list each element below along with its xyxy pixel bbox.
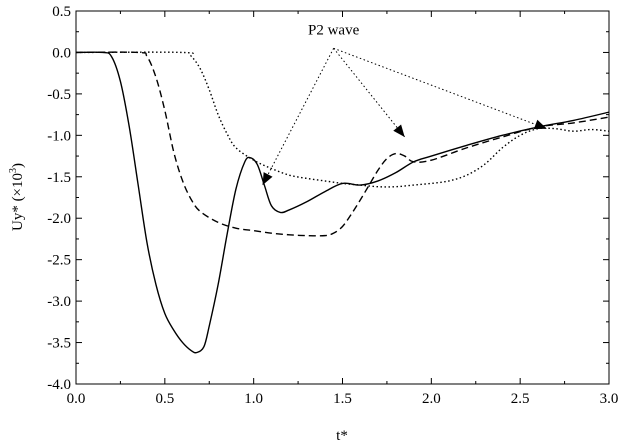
x-tick-label: 2.0 — [422, 391, 441, 407]
y-axis-title-sup: 3 — [8, 168, 19, 173]
y-tick-label: -0.5 — [47, 87, 71, 103]
y-axis-title: Uy* (×103) — [8, 163, 26, 231]
y-axis-title-end: ) — [10, 163, 26, 168]
series-group — [75, 51, 610, 354]
x-tick-label: 0.5 — [155, 391, 174, 407]
x-axis-title: t* — [336, 428, 348, 444]
x-tick-label: 2.5 — [511, 391, 530, 407]
series-line-solid — [75, 51, 610, 354]
plot-frame — [75, 10, 610, 385]
annotation-arrowhead — [262, 172, 273, 186]
annotation-arrow-line — [262, 48, 335, 186]
y-tick-label: -2.5 — [47, 253, 71, 269]
annotation-arrowhead — [533, 119, 547, 130]
x-tick-label: 3.0 — [600, 391, 619, 407]
series-line-dashed — [75, 51, 610, 237]
y-tick-label: -3.0 — [47, 294, 71, 310]
y-axis-title-main: Uy* (×10 — [10, 173, 26, 231]
x-tick-label: 1.0 — [244, 391, 263, 407]
annotation-arrow-line — [333, 47, 547, 130]
annotation-arrowhead — [393, 124, 405, 137]
y-tick-label: -2.0 — [47, 211, 71, 227]
y-tick-label: 0.5 — [52, 4, 71, 20]
x-tick-label: 1.5 — [333, 391, 352, 407]
y-tick-label: 0.0 — [52, 45, 71, 61]
annotation-group: P2 wave — [262, 22, 547, 186]
y-tick-label: -3.5 — [47, 336, 71, 352]
y-tick-label: -1.0 — [47, 128, 71, 144]
x-tick-label: 0.0 — [67, 391, 86, 407]
annotation-label: P2 wave — [308, 22, 360, 38]
tick-marks: 0.0 0.5 1.0 1.5 2.0 2.5 3.0 0.5 0.0 -0.5 -1.0 -1.5 -… — [47, 4, 618, 407]
y-tick-label: -1.5 — [47, 170, 71, 186]
axes-frame — [75, 10, 610, 385]
y-tick-label: -4.0 — [47, 377, 71, 393]
series-line-dotted — [75, 51, 610, 188]
annotation-arrow-line — [333, 47, 406, 138]
